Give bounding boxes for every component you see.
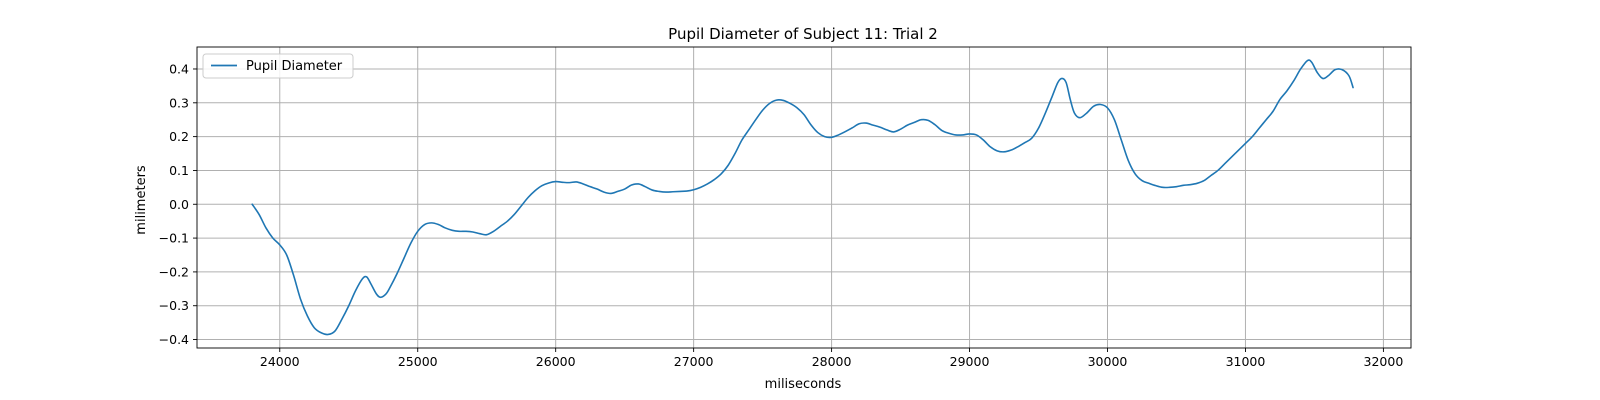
pupil-diameter-line — [251, 59, 1354, 336]
x-axis-ticks: 24000 25000 26000 27000 28000 29000 30000 31000… — [260, 348, 1403, 369]
legend: Pupil Diameter — [202, 53, 354, 79]
y-axis-label: milimeters — [134, 165, 149, 235]
y-gridlines — [197, 68, 1411, 341]
x-axis-label: miliseconds — [765, 377, 842, 392]
y-tick-label: 0.2 — [169, 129, 189, 144]
x-tick-label: 27000 — [674, 354, 714, 369]
y-axis-ticks: −0.4 −0.3 −0.2 −0.1 0.0 0.1 0.2 0.3 0.4 — [159, 61, 197, 347]
x-tick-label: 24000 — [260, 354, 300, 369]
y-tick-label: −0.4 — [159, 332, 189, 347]
y-tick-label: −0.3 — [159, 298, 189, 313]
legend-box — [202, 53, 354, 79]
y-tick-label: 0.0 — [169, 197, 189, 212]
x-tick-label: 25000 — [398, 354, 438, 369]
chart-title: Pupil Diameter of Subject 11: Trial 2 — [668, 25, 938, 43]
x-tick-label: 32000 — [1364, 354, 1404, 369]
y-tick-label: 0.4 — [169, 61, 189, 76]
legend-label: Pupil Diameter — [246, 59, 343, 74]
plot-area — [197, 47, 1411, 348]
x-tick-label: 29000 — [950, 354, 990, 369]
x-gridlines — [279, 47, 1384, 348]
y-tick-label: −0.2 — [159, 264, 189, 279]
x-tick-label: 26000 — [536, 354, 576, 369]
x-tick-label: 28000 — [812, 354, 852, 369]
y-tick-label: 0.1 — [169, 163, 189, 178]
x-tick-label: 31000 — [1226, 354, 1266, 369]
plot-frame — [196, 46, 1412, 349]
x-tick-label: 30000 — [1088, 354, 1128, 369]
y-tick-label: −0.1 — [159, 231, 189, 246]
y-tick-label: 0.3 — [169, 95, 189, 110]
